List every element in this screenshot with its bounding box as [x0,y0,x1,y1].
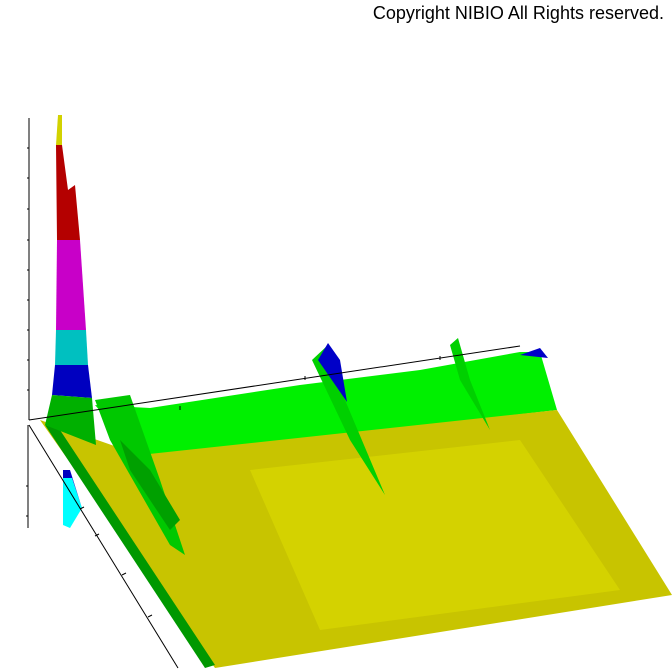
peak-band-green [45,395,96,445]
axes [26,118,521,669]
surface-floor-highlight [250,440,620,630]
peak-band-red [56,145,80,240]
surface-peak [312,345,385,495]
surface-ridge [45,425,215,668]
surface-peak [450,338,490,430]
surface-peak [520,348,548,358]
surface-back-band [95,352,557,458]
peak-under-blue [63,470,82,508]
peak-band-cyan [55,330,88,365]
back-axis [28,345,521,421]
peak-band-blue [52,365,92,398]
front-axis [28,424,179,669]
copyright-notice: Copyright NIBIO All Rights reserved. [372,3,664,23]
surface-peak [318,343,347,402]
peak-under-cyan [63,477,82,528]
surface-ridge [120,440,180,530]
peak-band-magenta [56,240,86,330]
peak-band-top [56,115,62,145]
